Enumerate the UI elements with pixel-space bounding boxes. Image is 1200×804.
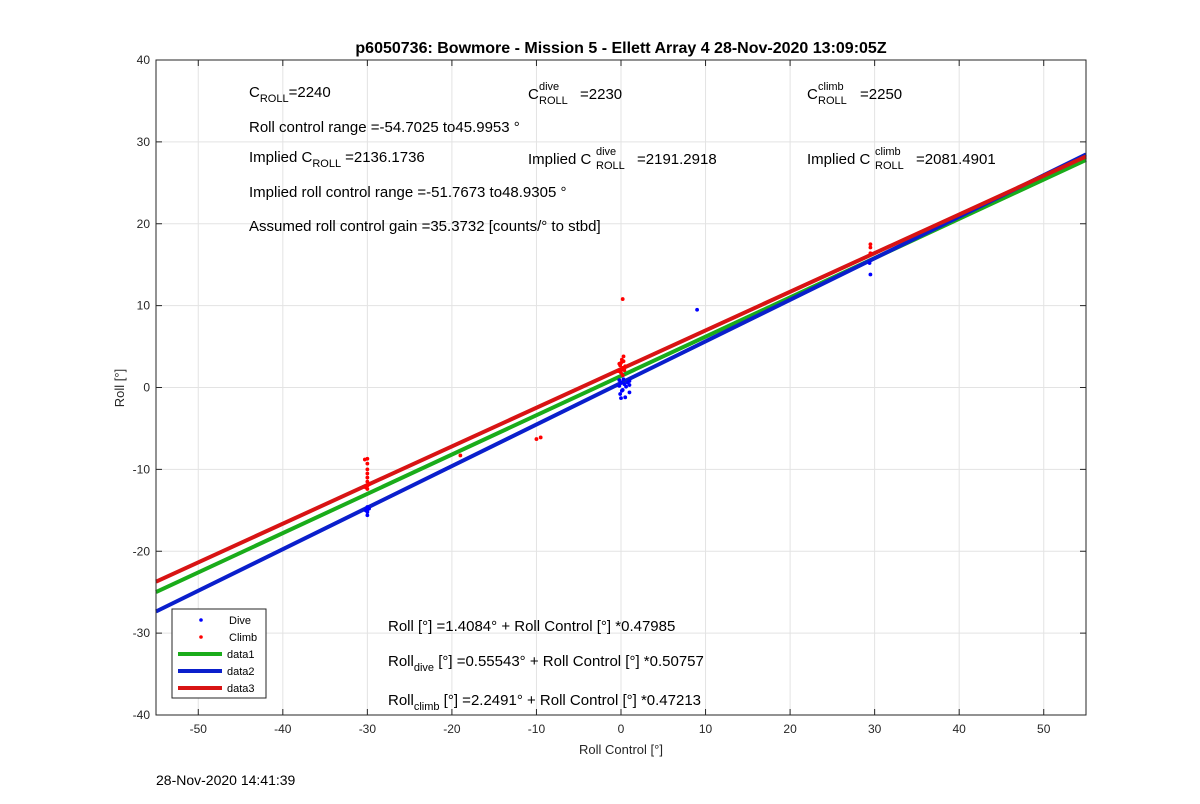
annotation-fit-climb: Rollclimb [°] =2.2491° + Roll Control [°… [388,692,701,713]
point-dive [695,307,699,312]
x-tick-label: -30 [359,722,377,736]
annotation-fit-dive: Rolldive [°] =0.55543° + Roll Control [°… [388,653,704,674]
point-climb [621,354,626,359]
y-tick-label: 10 [137,299,151,313]
legend-dive-marker [199,618,203,622]
point-climb [363,485,368,490]
point-climb [616,369,621,374]
annotation-implied-dive: Implied C [528,151,592,168]
legend-data1-label: data1 [227,649,255,661]
annotation-implied-dive-sub: ROLL [596,160,625,172]
y-tick-labels: -40 -30 -20 -10 0 10 20 30 40 [133,53,151,722]
annotation-implied-climb-sup: climb [875,146,901,158]
annotation-implied-c-roll: Implied CROLL =2136.1736 [249,149,425,170]
point-dive [867,261,872,265]
point-climb [620,297,625,301]
annotation-c-climb-value: =2250 [860,86,902,103]
point-dive [623,395,628,400]
y-tick-label: 40 [137,53,151,67]
annotation-c-climb: C [807,86,818,103]
point-climb [365,461,370,466]
footer-timestamp: 28-Nov-2020 14:41:39 [156,772,296,788]
x-tick-label: -20 [443,722,461,736]
legend-data3-label: data3 [227,683,255,695]
x-tick-label: 10 [699,722,713,736]
point-climb [538,435,543,440]
y-tick-label: 30 [137,135,151,149]
point-climb [868,251,873,256]
annotation-c-dive-sub: ROLL [539,95,568,107]
point-climb [367,482,371,487]
point-climb [620,373,625,378]
x-axis-label: Roll Control [°] [579,742,663,757]
legend-data2-label: data2 [227,666,255,678]
annotation-c-climb-sup: climb [818,81,844,93]
annotation-implied-dive-value: =2191.2918 [637,151,717,168]
point-dive [619,388,624,393]
annotation-c-dive: C [528,86,539,103]
point-climb [617,361,622,366]
point-climb [868,245,873,250]
point-climb [621,359,626,364]
x-tick-label: -50 [190,722,208,736]
point-climb [365,475,370,480]
annotation-fit-all: Roll [°] =1.4084° + Roll Control [°] *0.… [388,618,675,635]
y-tick-label: -20 [133,544,151,558]
y-axis-label: Roll [°] [112,369,127,407]
annotation-c-dive-value: =2230 [580,86,622,103]
legend: Dive Climb data1 data2 data3 [171,608,267,699]
x-tick-label: 30 [868,722,882,736]
annotation-c-roll: CROLL=2240 [249,84,331,105]
annotation-implied-climb-value: =2081.4901 [916,151,996,168]
point-dive [619,396,623,401]
point-climb [623,364,628,369]
point-dive [617,383,622,388]
point-dive [627,390,632,395]
annotation-c-climb-sub: ROLL [818,95,847,107]
point-dive [365,513,370,518]
point-dive [618,392,623,396]
legend-climb-label: Climb [229,632,257,644]
point-dive [868,272,873,277]
x-tick-label: 0 [618,722,625,736]
annotation-implied-climb: Implied C [807,151,871,168]
x-tick-label: 40 [953,722,967,736]
plot-frame [155,59,1087,716]
y-tick-label: -40 [133,708,151,722]
point-climb [365,471,370,476]
annotation-gain: Assumed roll control gain =35.3732 [coun… [249,218,601,235]
point-dive [363,508,368,513]
scatter-points [362,242,873,518]
point-dive [621,377,626,382]
point-climb [458,453,463,458]
y-tick-label: 0 [143,381,150,395]
y-tick-label: 20 [137,217,151,231]
annotation-roll-range: Roll control range =-54.7025 to45.9953 ° [249,119,520,136]
point-climb [365,467,370,472]
point-climb [868,242,873,247]
y-tick-label: -10 [133,462,151,476]
point-dive [617,378,622,383]
point-dive [625,380,630,385]
point-dive [367,506,371,511]
point-climb [362,457,367,462]
legend-climb-marker [199,635,203,639]
legend-dive-label: Dive [229,615,251,627]
annotation-implied-dive-sup: dive [596,146,616,158]
x-tick-labels: -50 -40 -30 -20 -10 0 10 20 30 40 50 [190,722,1051,736]
point-climb [534,437,539,441]
x-tick-label: -10 [528,722,546,736]
point-dive [624,384,628,389]
x-tick-label: -40 [274,722,292,736]
point-climb [619,367,624,372]
x-tick-label: 20 [783,722,797,736]
annotation-implied-climb-sub: ROLL [875,160,904,172]
y-tick-label: -30 [133,626,151,640]
annotation-implied-range: Implied roll control range =-51.7673 to4… [249,184,566,201]
annotation-c-dive-sup: dive [539,81,559,93]
chart-title: p6050736: Bowmore - Mission 5 - Ellett A… [355,40,886,57]
x-tick-label: 50 [1037,722,1051,736]
